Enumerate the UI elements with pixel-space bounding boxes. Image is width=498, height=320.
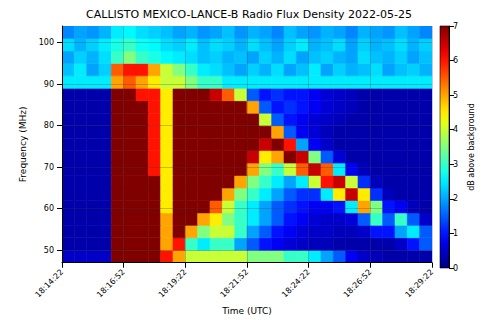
svg-text:60: 60 (44, 204, 54, 213)
svg-text:1: 1 (453, 229, 458, 238)
svg-text:70: 70 (44, 163, 54, 172)
svg-text:100: 100 (39, 38, 54, 47)
svg-text:18:24:22: 18:24:22 (280, 268, 312, 300)
svg-text:18:26:52: 18:26:52 (342, 268, 374, 300)
svg-text:dB above background: dB above background (467, 103, 476, 191)
svg-text:4: 4 (453, 125, 458, 134)
svg-text:18:21:52: 18:21:52 (218, 268, 250, 300)
svg-text:80: 80 (44, 121, 54, 130)
svg-text:CALLISTO MEXICO-LANCE-B Radio: CALLISTO MEXICO-LANCE-B Radio Flux Densi… (86, 8, 412, 21)
svg-text:3: 3 (453, 160, 458, 169)
svg-text:Frequency (MHz): Frequency (MHz) (18, 107, 28, 183)
svg-text:7: 7 (453, 22, 458, 31)
svg-text:Time (UTC): Time (UTC) (221, 306, 272, 316)
svg-text:2: 2 (453, 194, 458, 203)
svg-text:6: 6 (453, 56, 458, 65)
svg-text:18:16:52: 18:16:52 (95, 268, 127, 300)
svg-text:18:19:22: 18:19:22 (157, 268, 189, 300)
svg-text:18:14:22: 18:14:22 (33, 268, 65, 300)
svg-text:18:29:22: 18:29:22 (403, 268, 435, 300)
svg-text:5: 5 (453, 91, 458, 100)
svg-text:50: 50 (44, 246, 54, 255)
svg-text:0: 0 (453, 264, 458, 273)
svg-text:90: 90 (44, 80, 54, 89)
